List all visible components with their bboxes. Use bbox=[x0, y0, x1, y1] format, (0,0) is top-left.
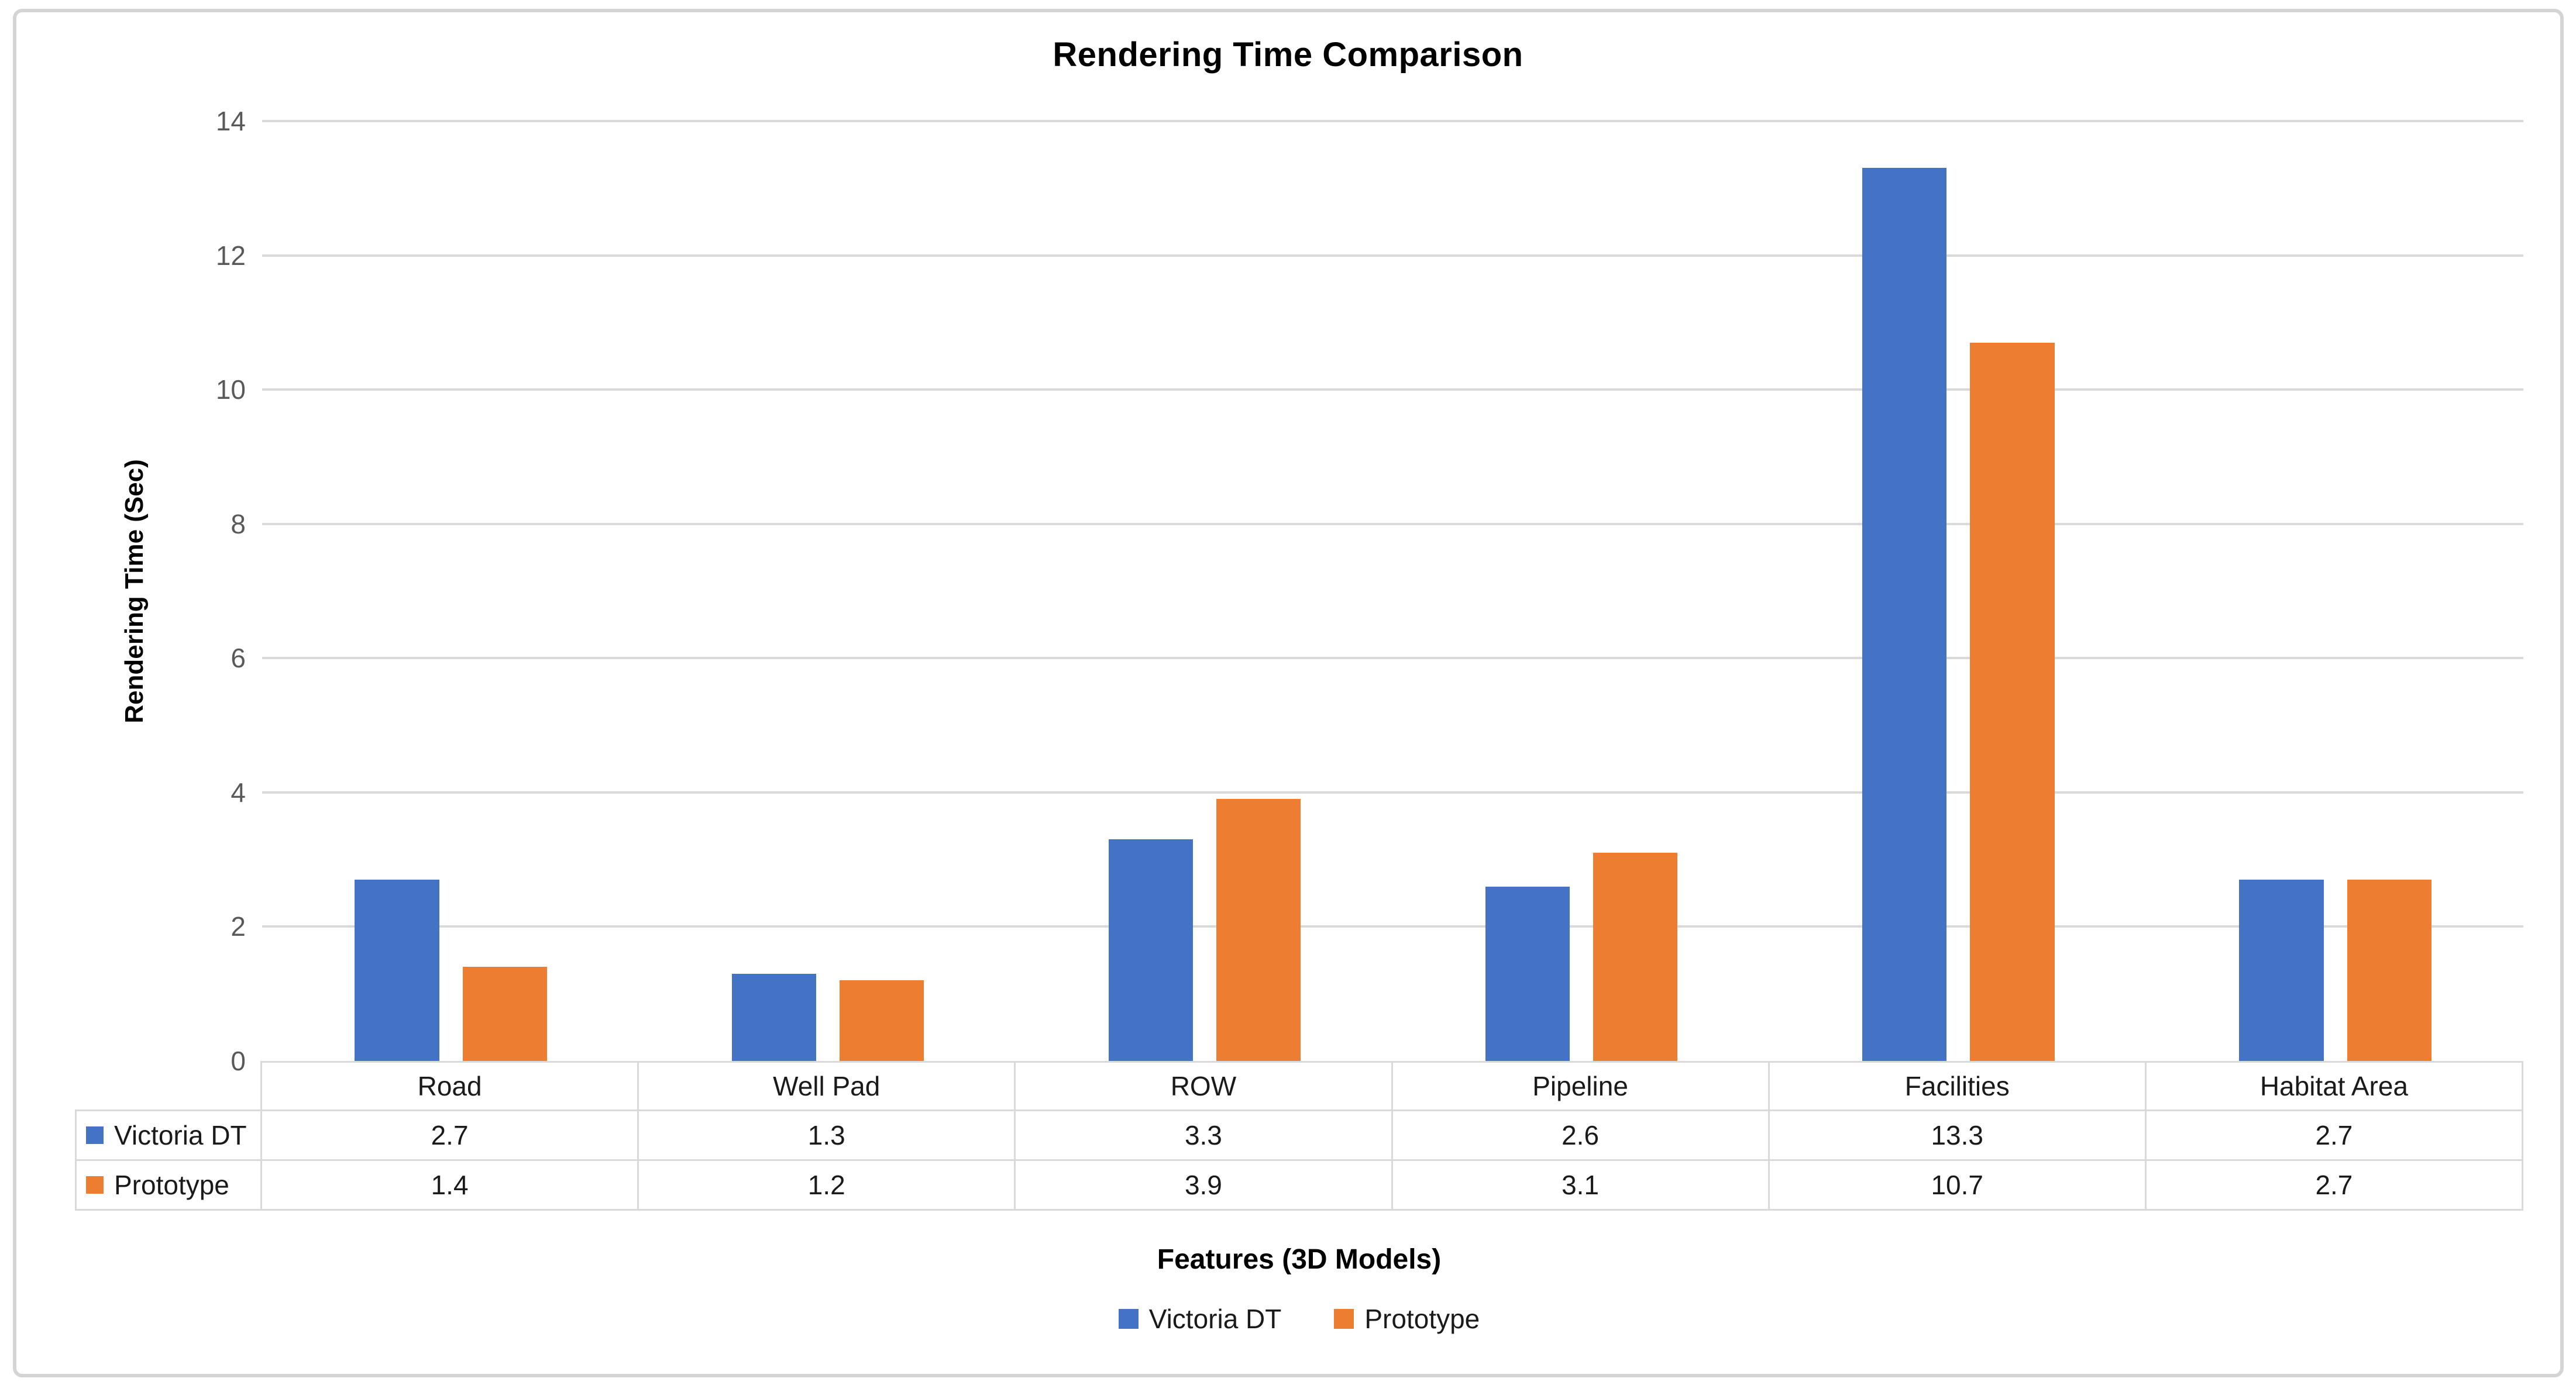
table-value-victoria-dt-habitat-area: 2.7 bbox=[2146, 1111, 2523, 1161]
bar-prototype-pipeline bbox=[1593, 853, 1678, 1061]
victoria-dt-swatch-icon bbox=[86, 1126, 104, 1144]
table-category-row: ROW bbox=[1016, 1061, 1393, 1111]
table-value-prototype-well-pad: 1.2 bbox=[639, 1161, 1016, 1211]
table-series-label-prototype: Prototype bbox=[75, 1161, 262, 1211]
table-series-name: Victoria DT bbox=[114, 1120, 247, 1150]
bar-group-pipeline bbox=[1393, 121, 1770, 1061]
bar-prototype-habitat-area bbox=[2347, 880, 2431, 1061]
bar-victoria-dt-habitat-area bbox=[2239, 880, 2324, 1061]
bar-group-well-pad bbox=[639, 121, 1016, 1061]
prototype-legend-swatch-icon bbox=[1334, 1309, 1354, 1329]
bar-prototype-well-pad bbox=[839, 980, 924, 1061]
bar-group-facilities bbox=[1770, 121, 2147, 1061]
victoria-dt-legend-swatch-icon bbox=[1118, 1309, 1139, 1329]
table-series-label-victoria-dt: Victoria DT bbox=[75, 1111, 262, 1161]
gridline-y2 bbox=[262, 925, 2523, 928]
bar-group-row bbox=[1016, 121, 1392, 1061]
bar-prototype-road bbox=[462, 967, 547, 1061]
table-value-victoria-dt-facilities: 13.3 bbox=[1769, 1111, 2147, 1161]
bar-victoria-dt-facilities bbox=[1862, 168, 1947, 1061]
gridline-y4 bbox=[262, 791, 2523, 794]
gridline-y14 bbox=[262, 120, 2523, 122]
table-value-victoria-dt-pipeline: 2.6 bbox=[1392, 1111, 1770, 1161]
table-category-pipeline: Pipeline bbox=[1392, 1061, 1770, 1111]
table-category-habitat-area: Habitat Area bbox=[2146, 1061, 2523, 1111]
x-axis-title: Features (3D Models) bbox=[1157, 1244, 1442, 1275]
gridline-y8 bbox=[262, 523, 2523, 525]
table-value-prototype-row: 3.9 bbox=[1016, 1161, 1393, 1211]
bar-victoria-dt-row bbox=[1108, 839, 1194, 1061]
bar-victoria-dt-road bbox=[355, 880, 439, 1061]
gridline-y12 bbox=[262, 254, 2523, 257]
bar-prototype-row bbox=[1216, 799, 1301, 1061]
y-tick-label-14: 14 bbox=[215, 106, 246, 136]
table-value-prototype-facilities: 10.7 bbox=[1769, 1161, 2147, 1211]
table-value-prototype-pipeline: 3.1 bbox=[1392, 1161, 1770, 1211]
plot-area bbox=[262, 120, 2523, 1061]
y-tick-label-0: 0 bbox=[231, 1046, 246, 1076]
prototype-swatch-icon bbox=[86, 1176, 104, 1194]
y-tick-label-6: 6 bbox=[231, 643, 246, 673]
legend-item-prototype: Prototype bbox=[1334, 1303, 1480, 1335]
y-tick-label-2: 2 bbox=[231, 911, 246, 942]
bar-victoria-dt-pipeline bbox=[1485, 886, 1570, 1061]
y-tick-label-10: 10 bbox=[215, 374, 246, 405]
legend-item-victoria-dt: Victoria DT bbox=[1118, 1303, 1282, 1335]
table-category-well-pad: Well Pad bbox=[639, 1061, 1016, 1111]
legend: Victoria DT Prototype bbox=[75, 1303, 2523, 1335]
legend-label: Victoria DT bbox=[1148, 1304, 1282, 1334]
y-tick-label-4: 4 bbox=[231, 777, 246, 808]
bar-victoria-dt-well-pad bbox=[731, 973, 816, 1061]
data-table: Road Well Pad ROW Pipeline Facilities Habitat… bbox=[75, 1061, 2523, 1211]
table-value-victoria-dt-well-pad: 1.3 bbox=[639, 1111, 1016, 1161]
gridline-y10 bbox=[262, 388, 2523, 391]
bar-group-habitat-area bbox=[2147, 121, 2523, 1061]
table-value-prototype-habitat-area: 2.7 bbox=[2146, 1161, 2523, 1211]
y-tick-label-12: 12 bbox=[215, 240, 246, 271]
legend-label: Prototype bbox=[1364, 1304, 1480, 1334]
y-axis-tick-labels: 0 2 4 6 8 10 12 14 bbox=[0, 108, 246, 1074]
table-value-victoria-dt-road: 2.7 bbox=[262, 1111, 639, 1161]
table-category-road: Road bbox=[262, 1061, 639, 1111]
table-value-victoria-dt-row: 3.3 bbox=[1016, 1111, 1393, 1161]
chart-title: Rendering Time Comparison bbox=[1053, 36, 1523, 74]
table-value-prototype-road: 1.4 bbox=[262, 1161, 639, 1211]
table-series-name: Prototype bbox=[114, 1170, 229, 1200]
bar-group-road bbox=[262, 121, 639, 1061]
y-tick-label-8: 8 bbox=[231, 509, 246, 539]
bar-prototype-facilities bbox=[1970, 342, 2055, 1061]
table-category-facilities: Facilities bbox=[1769, 1061, 2147, 1111]
gridline-y6 bbox=[262, 657, 2523, 659]
table-corner-cell bbox=[75, 1061, 262, 1111]
